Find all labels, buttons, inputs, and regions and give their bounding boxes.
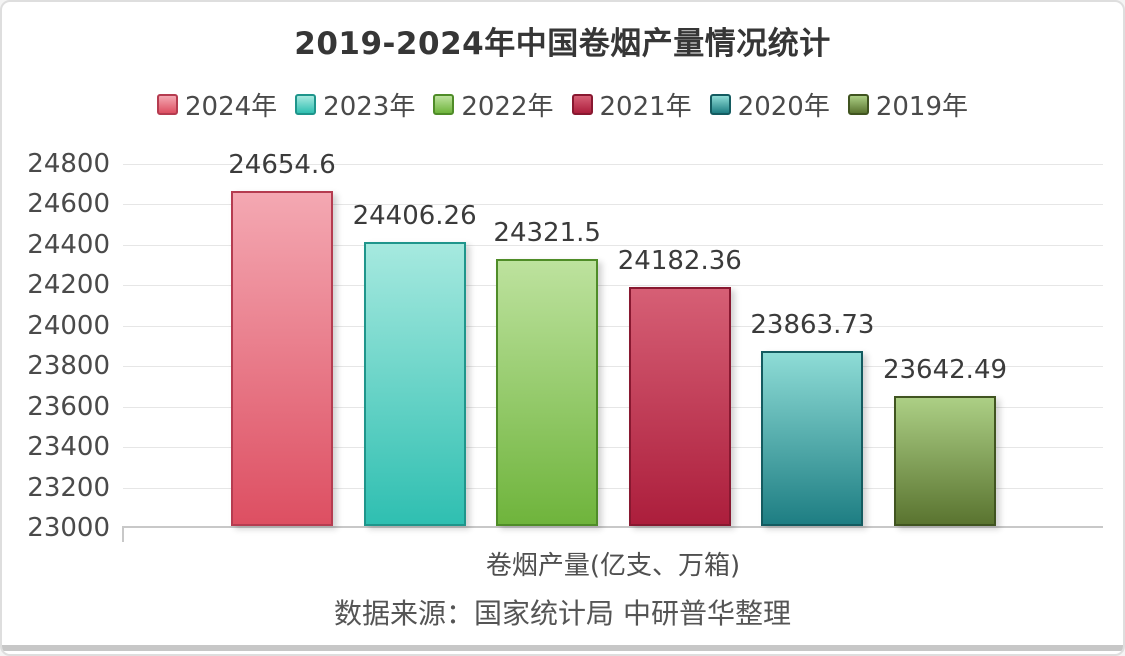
y-axis-tick-label: 24800 — [27, 149, 110, 179]
bar-2022年 — [496, 258, 599, 526]
gridline — [123, 406, 1103, 408]
legend-swatch-icon — [847, 94, 869, 115]
bar-value-label: 24182.36 — [617, 245, 742, 276]
gridline — [123, 204, 1103, 206]
legend-item: 2024年 — [156, 86, 278, 123]
y-axis-tick-label: 23800 — [27, 351, 110, 382]
y-axis-tick-label: 23000 — [27, 513, 110, 543]
gridline — [123, 487, 1103, 489]
y-axis-tick-label: 24200 — [27, 270, 110, 301]
legend-item: 2021年 — [571, 86, 692, 123]
bar-value-label: 24406.26 — [352, 200, 477, 231]
gridline — [123, 447, 1103, 449]
y-axis-tick — [122, 526, 124, 542]
y-axis-tick-label: 23400 — [27, 432, 110, 463]
x-axis-label: 卷烟产量(亿支、万箱) — [485, 551, 741, 581]
bar-2020年 — [761, 351, 864, 526]
gridline — [123, 325, 1103, 327]
chart-title: 2019-2024年中国卷烟产量情况统计 — [294, 26, 831, 62]
bar-2019年 — [894, 396, 996, 526]
legend-label: 2019年 — [875, 92, 969, 122]
y-axis-tick-label: 23200 — [27, 472, 110, 503]
bar-value-label: 24321.5 — [493, 217, 601, 248]
legend-label: 2021年 — [599, 92, 692, 122]
legend-label: 2020年 — [737, 92, 830, 122]
y-axis-tick-label: 24600 — [27, 189, 110, 220]
bar-2021年 — [628, 286, 731, 526]
y-axis-tick-label: 24000 — [27, 310, 110, 341]
legend-item: 2023年 — [295, 86, 415, 123]
legend-label: 2024年 — [184, 92, 278, 122]
y-axis-tick-label: 24400 — [27, 229, 110, 260]
legend-item: 2020年 — [709, 86, 830, 123]
legend-label: 2022年 — [461, 92, 554, 122]
gridline — [123, 285, 1103, 287]
y-axis-tick-label: 23600 — [27, 391, 110, 422]
bottom-edge-strip — [2, 645, 1123, 651]
bar-value-label: 24654.6 — [228, 150, 336, 181]
gridline — [123, 366, 1103, 368]
chart-legend: 2024年 2023年 2022年 2021年 2020年 2019年 — [2, 86, 1123, 123]
legend-swatch-icon — [571, 94, 593, 115]
gridline — [123, 164, 1103, 165]
bar-value-label: 23863.73 — [750, 310, 875, 341]
legend-swatch-icon — [433, 94, 455, 115]
gridline — [123, 244, 1103, 246]
source-note: 数据来源：国家统计局 中研普华整理 — [334, 597, 791, 630]
legend-label: 2023年 — [323, 92, 416, 122]
bar-2023年 — [363, 241, 466, 526]
bar-value-label: 23642.49 — [882, 355, 1008, 386]
legend-item: 2019年 — [847, 86, 969, 123]
bar-2024年 — [231, 191, 333, 526]
legend-item: 2022年 — [433, 86, 554, 123]
legend-swatch-icon — [156, 94, 178, 115]
legend-swatch-icon — [709, 94, 731, 115]
legend-swatch-icon — [295, 94, 317, 115]
plot-area: 24654.6 24406.26 24321.5 24182.36 23863.73 23… — [122, 150, 1103, 542]
y-axis-labels: 24800 24600 24400 24200 24000 23800 23600 23400… — [2, 149, 110, 544]
